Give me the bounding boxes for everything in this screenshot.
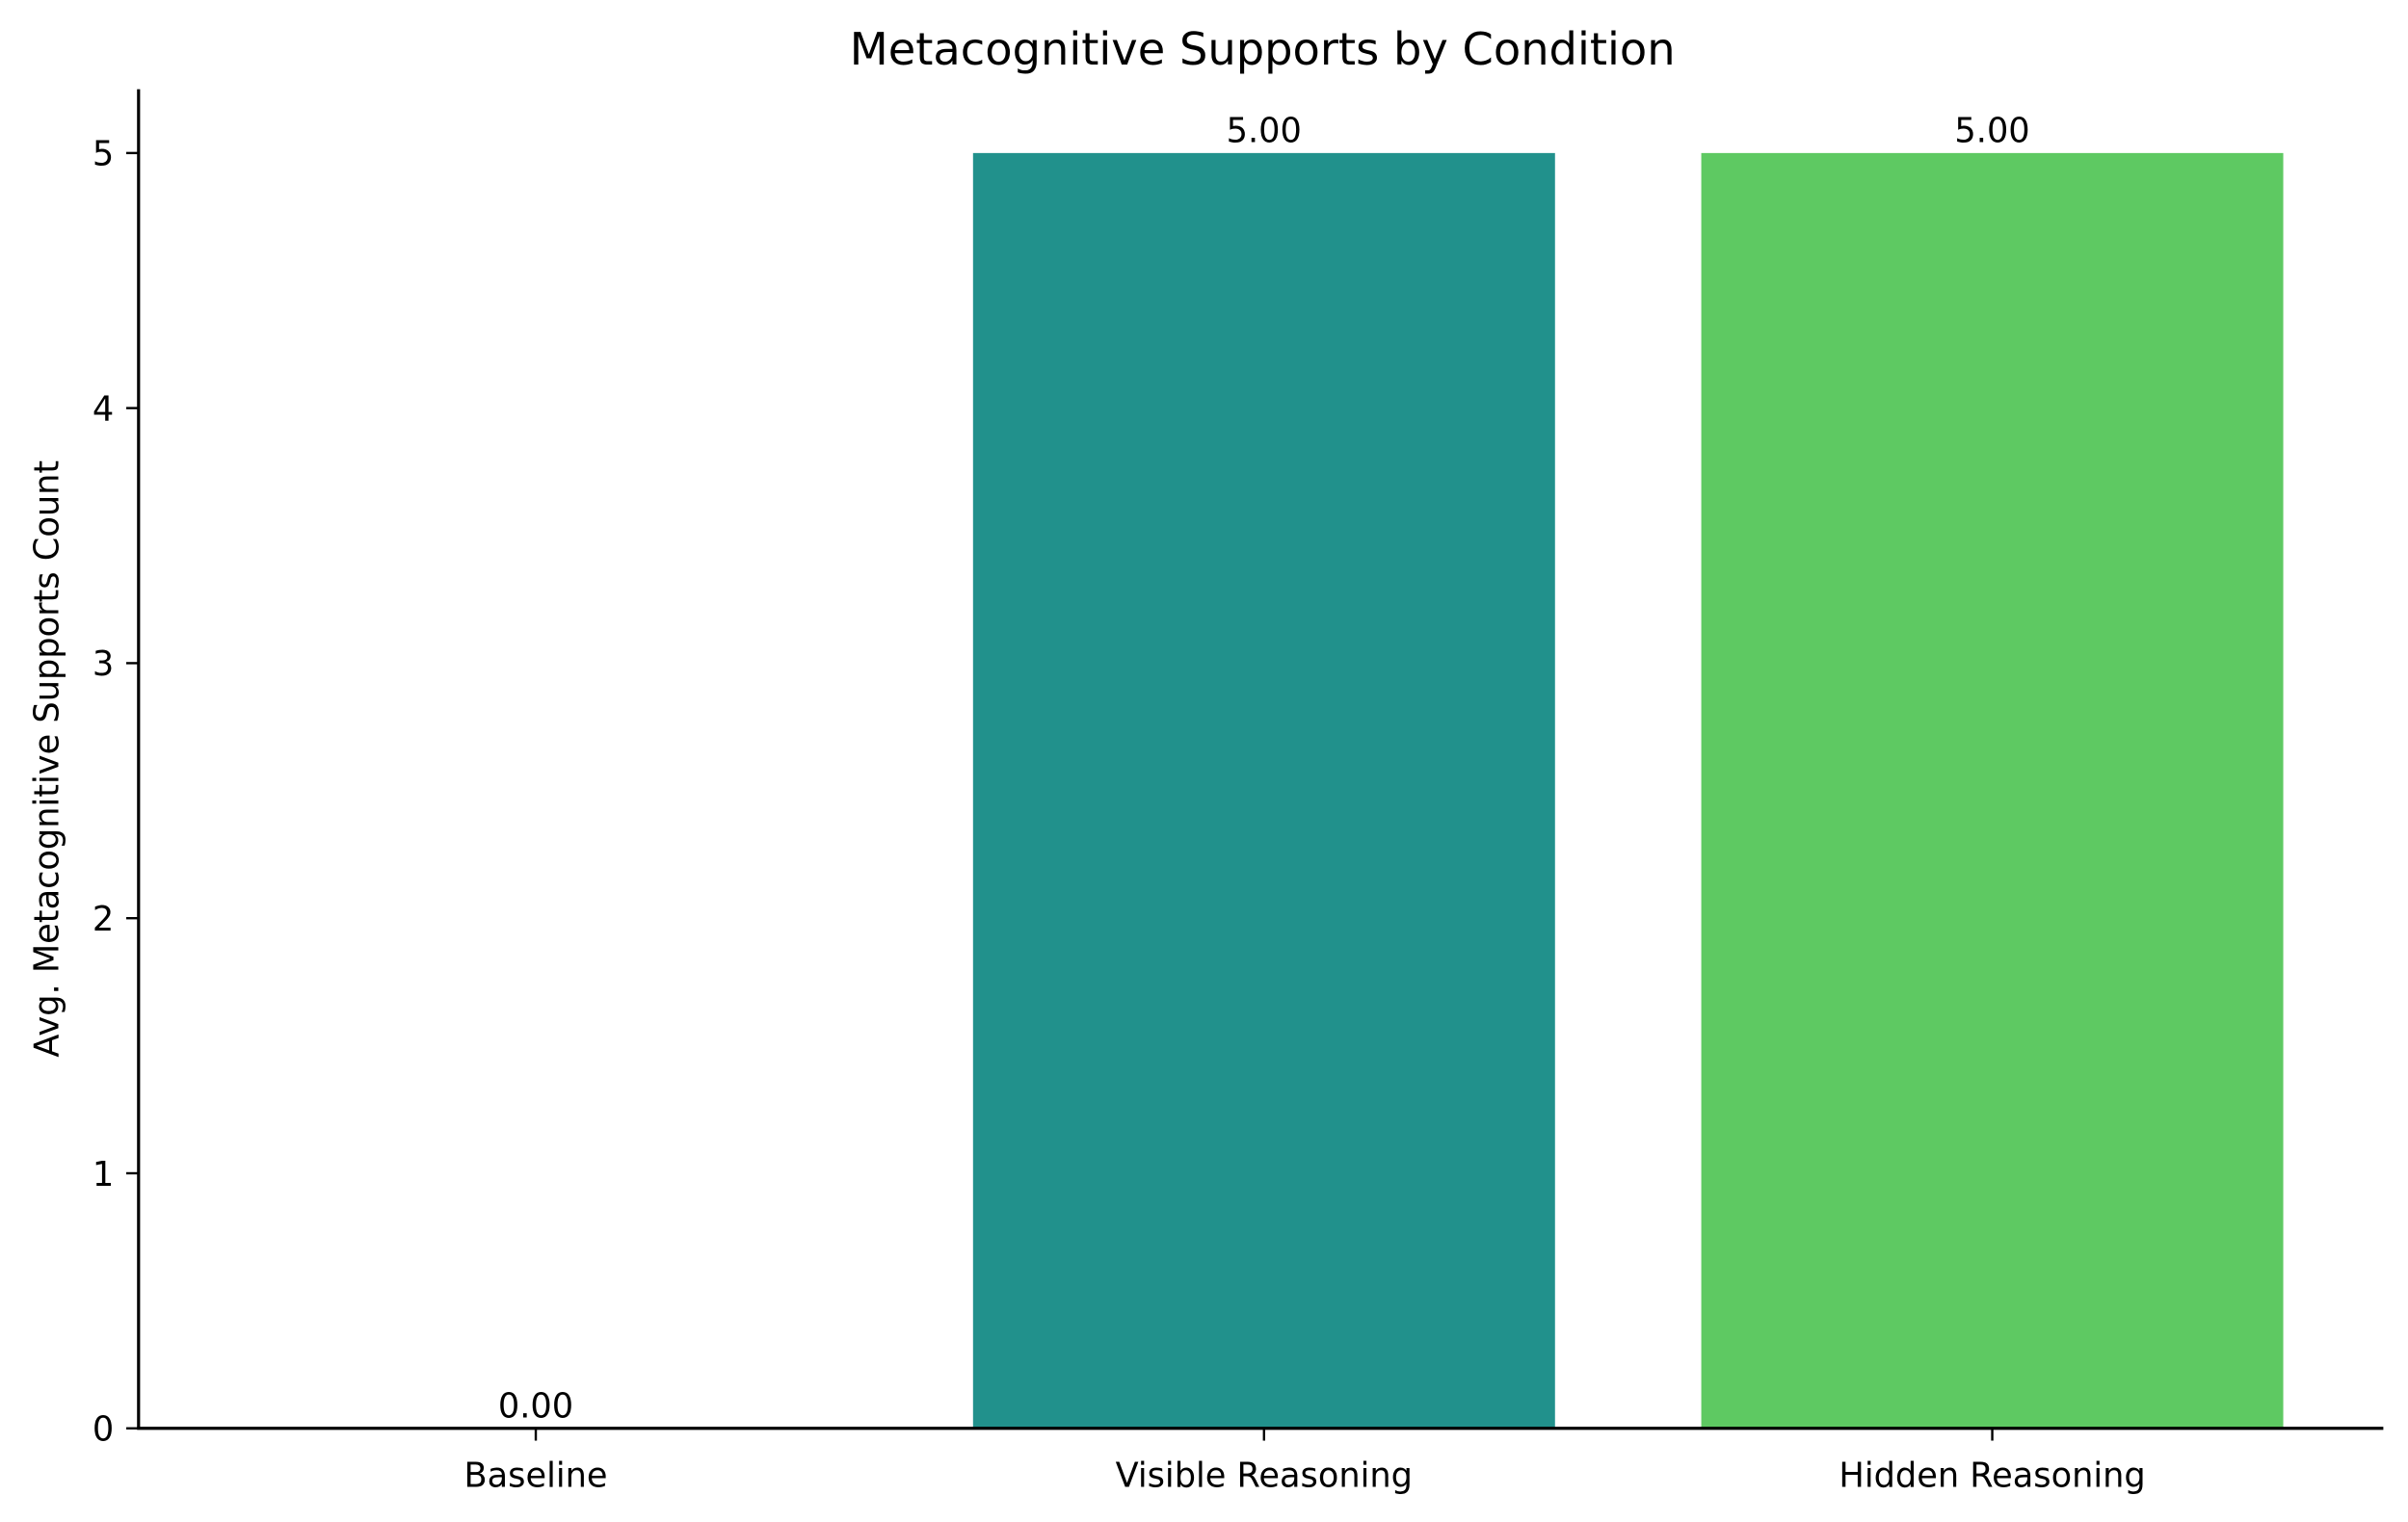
y-tick-label: 2 [93, 900, 114, 939]
y-axis-label: Avg. Metacognitive Supports Count [28, 460, 67, 1058]
bar-hidden-reasoning [1701, 152, 2284, 1429]
y-tick-label: 1 [93, 1155, 114, 1194]
bar-visible-reasoning [972, 152, 1555, 1429]
value-label-hidden-reasoning: 5.00 [1954, 112, 2029, 151]
y-axis-ticks: 0 1 2 3 4 5 [93, 135, 139, 1450]
y-tick-label: 4 [93, 389, 114, 429]
value-label-visible-reasoning: 5.00 [1227, 112, 1302, 151]
bars-group [972, 152, 2284, 1429]
value-label-baseline: 0.00 [498, 1387, 573, 1427]
y-tick-label: 0 [93, 1410, 114, 1450]
x-tick-label-baseline: Baseline [464, 1456, 608, 1495]
y-tick-label: 3 [93, 644, 114, 684]
chart-title: Metacognitive Supports by Condition [850, 23, 1676, 75]
x-tick-label-visible-reasoning: Visible Reasoning [1116, 1456, 1413, 1495]
y-tick-label: 5 [93, 135, 114, 174]
x-axis-ticks: Baseline Visible Reasoning Hidden Reasonin… [464, 1428, 2146, 1495]
value-labels-group: 0.00 5.00 5.00 [498, 112, 2030, 1427]
x-tick-label-hidden-reasoning: Hidden Reasoning [1839, 1456, 2145, 1495]
